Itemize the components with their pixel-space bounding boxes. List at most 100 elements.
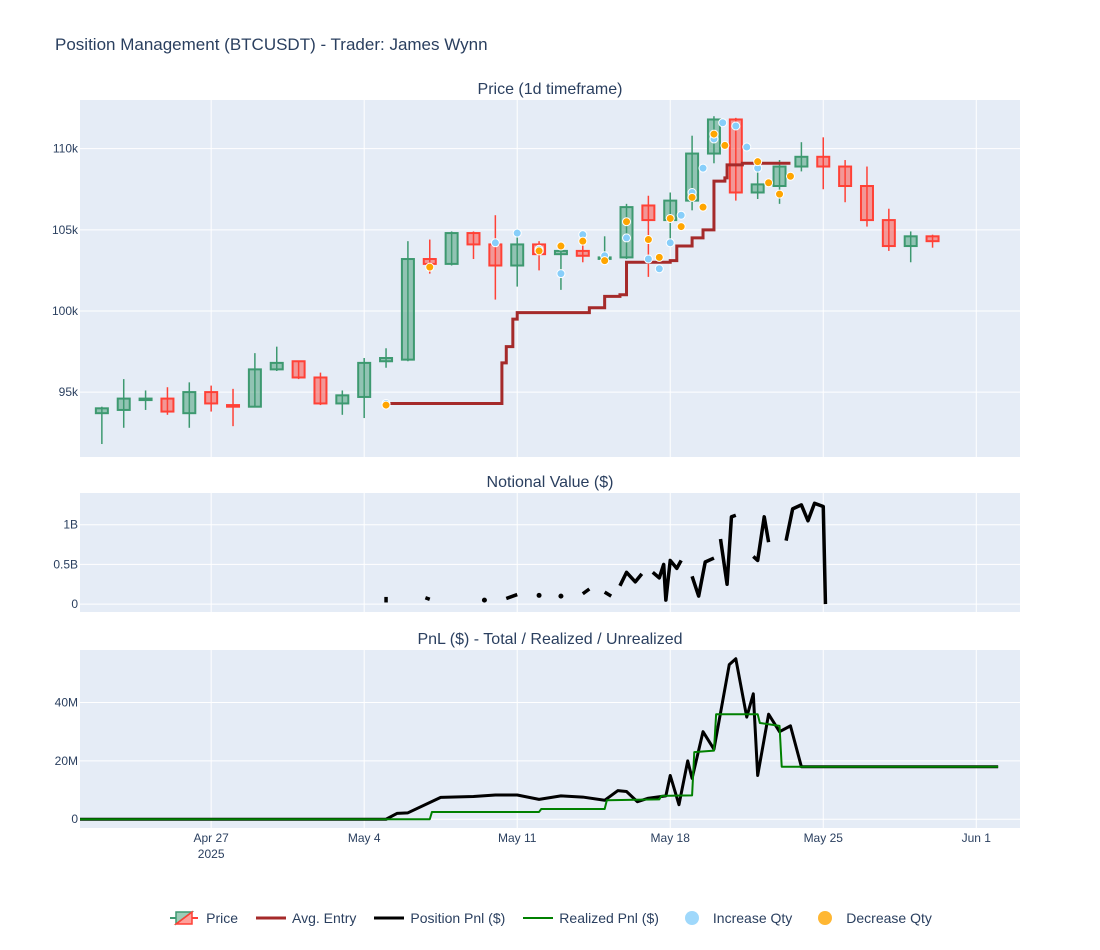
notional-line — [784, 501, 828, 605]
decrease-qty-marker — [676, 222, 686, 232]
increase-qty-marker — [742, 142, 752, 152]
candle-body — [400, 258, 415, 361]
candle-body — [619, 206, 634, 259]
candle-body — [903, 235, 918, 248]
increase-qty-marker — [731, 121, 741, 131]
legend-swatch-icon — [684, 911, 699, 925]
legend-item[interactable]: Price — [168, 910, 238, 926]
legend-item[interactable]: Position Pnl ($) — [372, 910, 505, 926]
increase-qty-marker — [718, 118, 728, 128]
x-tick-label: May 4 — [348, 831, 381, 845]
notional-line — [505, 592, 518, 601]
y-tick-label: 110k — [53, 142, 79, 156]
plot-area — [80, 493, 1020, 612]
decrease-qty-marker — [785, 171, 795, 181]
chart-title: Position Management (BTCUSDT) - Trader: … — [55, 35, 488, 54]
candle-body — [641, 204, 656, 222]
candle-body — [138, 397, 153, 402]
candle-body — [881, 219, 896, 248]
subplot-title: Price (1d timeframe) — [478, 81, 623, 98]
candle-body — [247, 368, 262, 408]
subplot-title: Notional Value ($) — [487, 474, 614, 491]
notional-line — [651, 558, 683, 602]
subplot-3: 0 20M 40M PnL ($) - Total / Realized / Unre… — [55, 631, 1020, 828]
increase-qty-marker — [622, 233, 632, 243]
increase-qty-marker — [556, 269, 566, 279]
candle-body — [444, 232, 459, 265]
candle-body — [204, 391, 219, 405]
legend-item[interactable]: Realized Pnl ($) — [521, 910, 659, 926]
notional-line — [603, 590, 613, 598]
decrease-qty-marker — [556, 241, 566, 251]
notional-line — [618, 570, 644, 587]
realized-pnl-line — [80, 713, 999, 821]
legend-swatch-icon — [256, 916, 287, 920]
decrease-qty-marker — [425, 262, 435, 272]
decrease-qty-marker — [753, 157, 763, 167]
candle-body — [488, 243, 503, 267]
legend: Price Avg. Entry Position Pnl ($) Realized … — [0, 910, 1100, 926]
x-tick-label: May 25 — [804, 831, 844, 845]
y-tick-label: 1B — [63, 518, 78, 532]
notional-line — [718, 513, 737, 586]
increase-qty-marker — [512, 228, 522, 238]
candle-body — [859, 185, 874, 222]
legend-swatch-icon — [170, 910, 199, 926]
candle-body — [553, 249, 568, 256]
candle-body — [357, 361, 372, 398]
candle-body — [269, 361, 284, 371]
legend-swatch-icon — [523, 917, 554, 919]
candle-body — [335, 394, 350, 405]
legend-label: Increase Qty — [712, 910, 793, 926]
decrease-qty-marker — [643, 235, 653, 245]
legend-swatch-icon — [818, 911, 833, 925]
candle-body — [466, 232, 481, 246]
legend-label: Price — [206, 910, 239, 926]
candle-body — [94, 407, 109, 415]
plot-area — [80, 100, 1020, 457]
notional-line — [752, 515, 771, 563]
legend-item[interactable]: Avg. Entry — [254, 910, 356, 926]
legend-item[interactable]: Increase Qty — [675, 910, 792, 926]
candle-body — [291, 360, 306, 379]
decrease-qty-marker — [687, 192, 697, 202]
y-tick-label: 40M — [55, 696, 78, 710]
notional-line — [581, 587, 591, 596]
candle-body — [379, 357, 394, 363]
legend-label: Decrease Qty — [846, 910, 932, 926]
decrease-qty-marker — [381, 400, 391, 410]
y-tick-label: 105k — [52, 223, 79, 237]
increase-qty-marker — [676, 210, 686, 220]
series-point — [536, 592, 542, 598]
candle-body — [226, 404, 241, 408]
data-layer — [94, 116, 940, 445]
candle-body — [116, 397, 131, 411]
subplot-2: 0 0.5B 1B Notional Value ($) — [53, 474, 1020, 612]
subplot-title: PnL ($) - Total / Realized / Unrealized — [417, 631, 682, 648]
x-tick-year-label: 2025 — [198, 847, 225, 861]
decrease-qty-marker — [775, 189, 785, 199]
avg-entry-line — [386, 161, 791, 405]
series-point — [558, 593, 564, 599]
subplot-1: 95k 100k 105k 110k Price (1d timeframe) — [52, 81, 1020, 457]
decrease-qty-marker — [622, 217, 632, 227]
candle-body — [925, 235, 940, 243]
decrease-qty-marker — [654, 252, 664, 262]
increase-qty-marker — [490, 238, 500, 248]
legend-label: Position Pnl ($) — [410, 910, 506, 926]
decrease-qty-marker — [698, 202, 708, 212]
candle-body — [728, 118, 743, 194]
decrease-qty-marker — [709, 129, 719, 139]
series-point — [481, 597, 487, 603]
data-layer — [80, 657, 999, 821]
candle-body — [794, 155, 809, 168]
decrease-qty-marker — [665, 213, 675, 223]
legend-label: Realized Pnl ($) — [559, 910, 659, 926]
legend-item[interactable]: Decrease Qty — [808, 910, 932, 926]
notional-line — [424, 596, 431, 601]
decrease-qty-marker — [764, 178, 774, 188]
decrease-qty-marker — [600, 256, 610, 266]
legend-swatch-icon — [374, 916, 405, 920]
candle-body — [772, 165, 787, 188]
y-tick-label: 100k — [52, 304, 79, 318]
